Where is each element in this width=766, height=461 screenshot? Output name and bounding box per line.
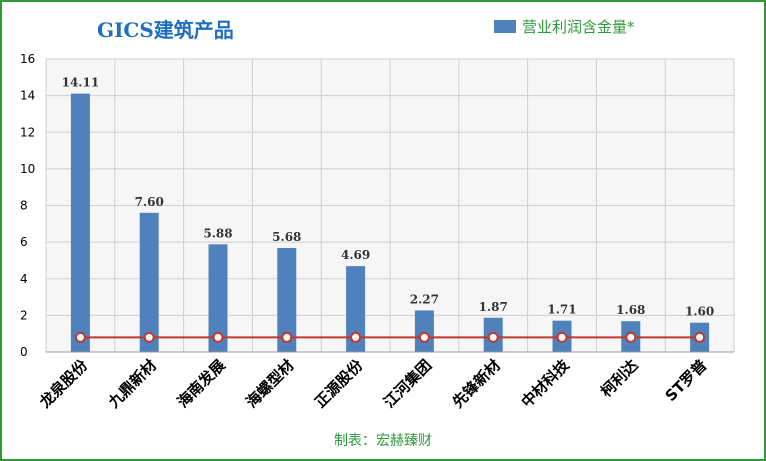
y-tick-label: 10 (20, 162, 35, 176)
line-marker (281, 331, 293, 343)
line-marker (487, 331, 499, 343)
line-marker (694, 331, 706, 343)
bar-value-label: 1.71 (547, 303, 576, 317)
line-marker (212, 331, 224, 343)
bar (346, 266, 366, 352)
x-tick-label: 江河集团 (380, 356, 435, 411)
x-tick-label: 龙泉股份 (35, 355, 92, 412)
bar (208, 244, 228, 352)
x-tick-label: 中材科技 (518, 355, 574, 411)
line-marker (143, 331, 155, 343)
bar (414, 310, 434, 352)
bar (139, 212, 159, 352)
line-marker (350, 331, 362, 343)
y-tick-label: 0 (20, 345, 28, 359)
y-tick-label: 16 (20, 52, 35, 66)
y-tick-label: 8 (20, 199, 28, 213)
bar (70, 93, 90, 352)
line-marker (556, 331, 568, 343)
y-tick-label: 2 (20, 308, 28, 322)
x-tick-label: 海南发展 (174, 356, 229, 411)
bar-value-label: 2.27 (410, 292, 439, 306)
line-marker (625, 331, 637, 343)
bar-value-label: 5.68 (272, 230, 301, 244)
x-tick-label: 正源股份 (311, 355, 367, 411)
y-tick-label: 14 (20, 89, 35, 103)
bar-value-label: 1.87 (479, 300, 508, 314)
legend: 营业利润含金量* (494, 16, 635, 37)
line-marker (74, 331, 86, 343)
bar-value-label: 1.60 (685, 305, 714, 319)
x-tick-label: 柯利达 (597, 356, 642, 401)
legend-label: 营业利润含金量* (522, 18, 635, 36)
y-tick-label: 6 (20, 235, 28, 249)
bar-value-label: 4.69 (341, 248, 370, 262)
line-marker (418, 331, 430, 343)
x-tick-label: 海螺型材 (242, 356, 297, 411)
y-tick-label: 4 (20, 272, 28, 286)
y-tick-label: 12 (20, 125, 35, 139)
bar-value-label: 1.68 (616, 303, 645, 317)
bar (277, 247, 297, 352)
source-note: 制表：宏赫臻财 (334, 433, 432, 449)
bar-value-label: 7.60 (135, 195, 164, 209)
legend-swatch (494, 20, 516, 33)
x-tick-label: ST罗普 (662, 356, 711, 405)
bar-value-label: 5.88 (203, 226, 232, 240)
bar-value-label: 14.11 (62, 76, 100, 90)
x-tick-label: 先锋新材 (449, 356, 504, 411)
chart-title: GICS建筑产品 (97, 18, 234, 42)
x-tick-label: 九鼎新材 (104, 356, 160, 412)
